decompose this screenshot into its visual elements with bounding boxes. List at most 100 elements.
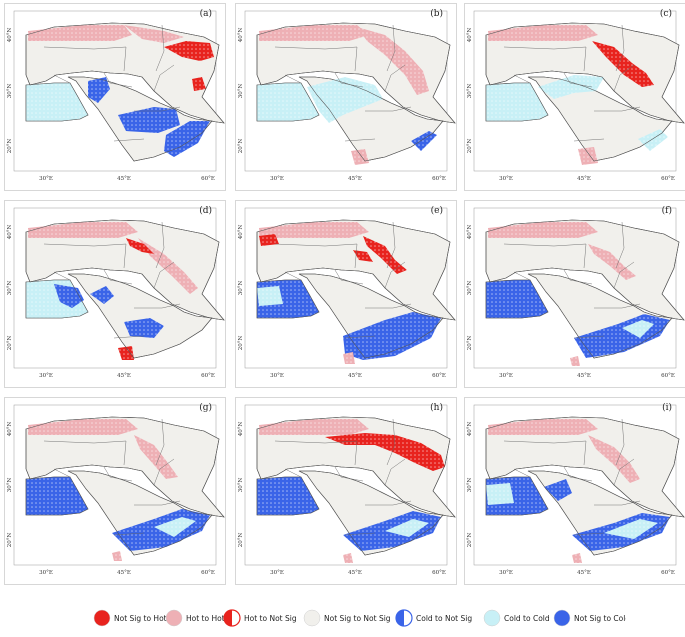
lon-tick-label: 60°E [661,570,675,576]
lon-tick-label: 45°E [577,176,591,182]
region-hot-to-hot [357,27,429,95]
region-hot-to-hot [570,356,580,366]
lat-tick-label: 20°N [238,533,244,548]
lat-tick-label: 40°N [7,422,13,437]
map-svg: (g) 40°N 30°N 20°N 30°E 45°E 60°E [4,397,226,585]
legend-item-not-sig-to-cold: Not Sig to Cold [553,609,626,627]
lon-tick-label: 30°E [39,570,53,576]
region-cold-to-cold [486,483,514,505]
region-cold-to-cold [486,83,548,121]
lat-tick-label: 20°N [7,139,13,154]
legend-item-hot-to-not-sig: Hot to Not Sig [223,609,297,627]
lat-tick-label: 30°N [238,84,244,99]
lon-tick-label: 60°E [201,373,215,379]
map-svg: (a) 40°N 30°N 20°N 30°E 45°E 60°E [4,3,226,191]
region-cold-to-not-sig [486,280,548,318]
region-not-sig-to-cold [90,286,114,304]
region-not-sig-to-cold [164,121,210,157]
region-not-sig-to-cold [343,312,441,360]
legend-item-not-sig-to-not-sig: Not Sig to Not Sig [303,609,391,627]
region-cold-to-cold [604,519,658,539]
legend-label: Not Sig to Hot [114,614,167,623]
panel-label: (c) [660,8,672,19]
map-panel-a: (a) 40°N 30°N 20°N 30°E 45°E 60°E [4,3,226,191]
map-panel-e: (e) 40°N 30°N 20°N 30°E 45°E 60°E [235,200,457,388]
region-not-sig-to-cold [544,479,572,501]
region-cold-to-cold [385,519,429,537]
map-svg: (c) 40°N 30°N 20°N 30°E 45°E 60°E [464,3,685,191]
lat-tick-label: 40°N [7,28,13,43]
map-svg: (d) 40°N 30°N 20°N 30°E 45°E 60°E [4,200,226,388]
legend-item-cold-to-not-sig: Cold to Not Sig [395,609,472,627]
lon-tick-label: 45°E [348,570,362,576]
lon-tick-label: 45°E [577,373,591,379]
region-hot-to-hot [28,222,138,238]
region-not-sig-to-hot [126,238,154,254]
lon-tick-label: 30°E [499,176,513,182]
lat-tick-label: 20°N [467,533,473,548]
panel-label: (e) [431,205,443,216]
legend-item-not-sig-to-hot: Not Sig to Hot [93,609,167,627]
map-svg: (h) 40°N 30°N 20°N 30°E 45°E 60°E [235,397,457,585]
region-hot-to-hot [578,147,598,165]
lon-tick-label: 60°E [432,373,446,379]
legend-item-cold-to-cold: Cold to Cold [483,609,550,627]
map-svg: (i) 40°N 30°N 20°N 30°E 45°E 60°E [464,397,685,585]
lat-tick-label: 30°N [7,281,13,296]
lon-tick-label: 30°E [39,176,53,182]
lon-tick-label: 45°E [117,373,131,379]
region-hot-to-hot [343,352,355,364]
lon-tick-label: 45°E [117,176,131,182]
region-not-sig-to-hot [325,433,445,471]
region-cold-to-cold [26,83,88,121]
lat-tick-label: 40°N [238,28,244,43]
lat-tick-label: 40°N [7,225,13,240]
region-hot-to-hot [488,222,598,238]
region-hot-to-hot [343,553,353,563]
lat-tick-label: 20°N [467,336,473,351]
lat-tick-label: 40°N [238,225,244,240]
panel-label: (i) [662,402,672,413]
panel-label: (a) [200,8,212,19]
region-not-sig-to-hot [118,346,134,360]
region-not-sig-to-hot [592,41,654,87]
map-panel-h: (h) 40°N 30°N 20°N 30°E 45°E 60°E [235,397,457,585]
map-panel-f: (f) 40°N 30°N 20°N 30°E 45°E 60°E [464,200,685,388]
region-hot-to-hot [134,435,178,479]
legend-item-hot-to-hot: Hot to Hot [165,609,225,627]
lat-tick-label: 30°N [238,478,244,493]
panel-label: (d) [199,205,212,216]
lon-tick-label: 60°E [432,176,446,182]
region-hot-to-hot [28,419,138,435]
region-hot-to-hot [259,25,369,41]
lon-tick-label: 60°E [201,176,215,182]
region-hot-to-hot [351,149,369,165]
panel-label: (g) [199,402,212,413]
region-cold-to-cold [307,77,383,123]
lon-tick-label: 45°E [577,570,591,576]
region-not-sig-to-hot [259,234,279,246]
region-hot-to-hot [488,419,598,435]
lon-tick-label: 45°E [348,176,362,182]
lat-tick-label: 40°N [467,225,473,240]
region-not-sig-to-cold [118,107,180,133]
region-hot-to-hot [138,238,198,294]
lon-tick-label: 60°E [661,176,675,182]
lat-tick-label: 30°N [467,281,473,296]
region-not-sig-to-cold [88,77,110,103]
legend-label: Cold to Not Sig [416,614,472,623]
region-not-sig-to-hot [353,250,373,262]
legend-label: Cold to Cold [504,614,550,623]
map-svg: (e) 40°N 30°N 20°N 30°E 45°E 60°E [235,200,457,388]
lat-tick-label: 30°N [238,281,244,296]
lat-tick-label: 40°N [467,28,473,43]
panel-label: (b) [430,8,443,19]
region-hot-to-hot [124,25,184,43]
lat-tick-label: 30°N [467,84,473,99]
lat-tick-label: 40°N [467,422,473,437]
lon-tick-label: 30°E [39,373,53,379]
region-cold-to-cold [622,320,654,338]
map-panel-c: (c) 40°N 30°N 20°N 30°E 45°E 60°E [464,3,685,191]
lon-tick-label: 30°E [270,176,284,182]
panel-label: (f) [662,205,672,216]
